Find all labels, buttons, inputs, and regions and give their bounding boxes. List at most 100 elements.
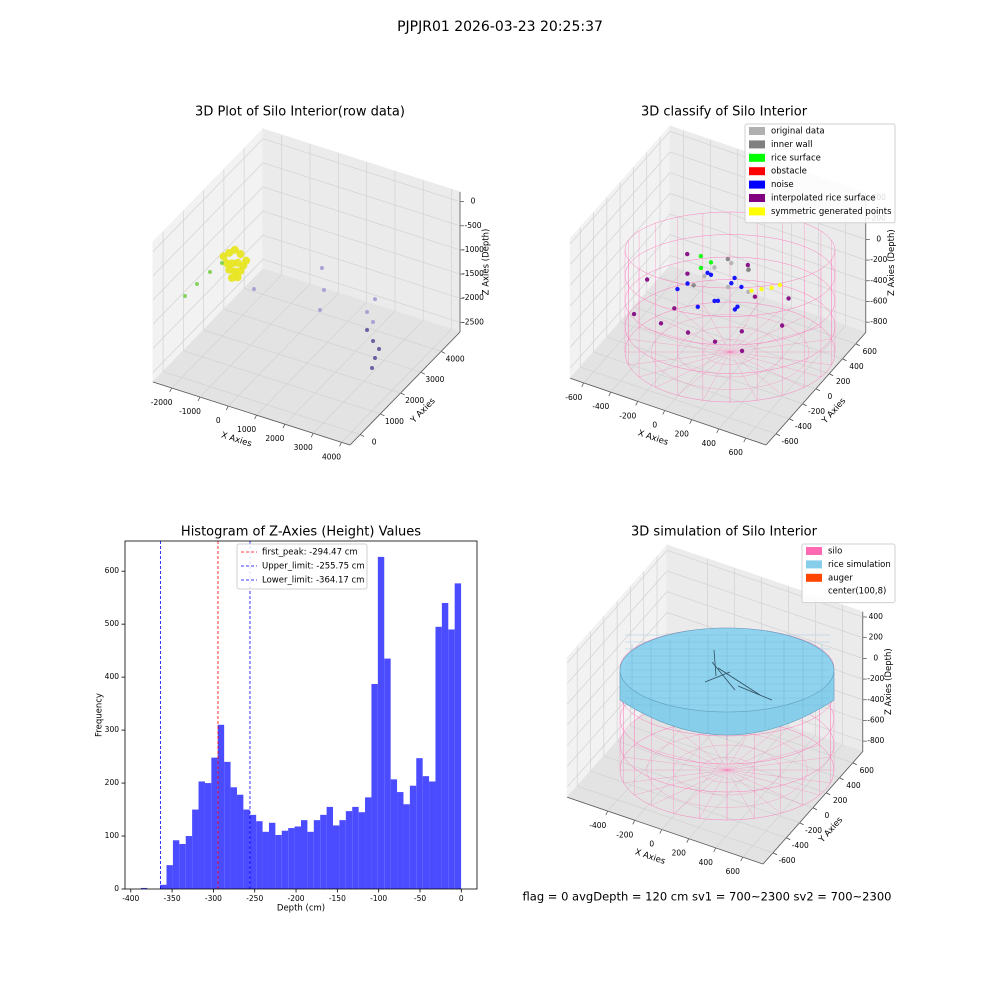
histogram-bar <box>352 806 359 889</box>
y-tick-label: 200 <box>105 778 120 787</box>
data-point <box>207 269 212 274</box>
x-tick <box>608 391 612 397</box>
z-tick-label: -500 <box>464 221 481 230</box>
x-tick-label: -400 <box>589 821 606 830</box>
data-point <box>749 288 754 293</box>
data-point <box>698 253 704 259</box>
legend-label: Upper_limit: -255.75 cm <box>262 562 365 572</box>
data-point <box>779 323 785 328</box>
z-tick-label: -400 <box>870 276 887 285</box>
histogram-bar <box>211 757 218 889</box>
histogram-bar <box>198 781 205 889</box>
legend-swatch <box>806 560 822 569</box>
y-tick <box>775 433 781 437</box>
z-tick-label: 200 <box>869 633 884 642</box>
data-point <box>365 310 370 315</box>
grid-line <box>603 755 800 824</box>
data-point <box>715 298 721 304</box>
data-point <box>373 356 378 361</box>
legend-label: symmetric generated points <box>771 207 892 217</box>
z-tick-label: -1500 <box>462 269 484 278</box>
legend-label: first_peak: -294.47 cm <box>262 548 358 558</box>
data-point <box>729 260 734 266</box>
histogram-bar <box>243 809 250 889</box>
auger-wire <box>713 649 717 677</box>
legend-label: auger <box>828 573 853 583</box>
z-tick-label: -600 <box>867 715 884 724</box>
z-axis-label: Z Axies (Depth) <box>887 229 897 296</box>
legend-box <box>236 543 368 590</box>
data-point <box>644 277 650 282</box>
data-point <box>672 306 677 311</box>
grid-line <box>284 310 396 425</box>
histogram-bar <box>365 797 372 889</box>
z-tick-label: -2500 <box>462 317 484 326</box>
data-point <box>685 251 690 257</box>
data-point <box>705 270 710 276</box>
silo-floor-ring <box>677 326 783 378</box>
grid-line <box>262 234 461 299</box>
footer-text: flag = 0 avgDepth = 120 cm sv1 = 700~230… <box>523 890 892 904</box>
data-point <box>365 327 370 332</box>
legend-label: rice simulation <box>828 560 891 570</box>
data-point <box>752 294 758 299</box>
y-tick-label: 400 <box>846 781 861 790</box>
legend-label: noise <box>771 180 794 190</box>
y-tick <box>440 351 446 354</box>
legend-label: original data <box>771 127 825 137</box>
data-point <box>377 347 382 352</box>
histogram-bar <box>249 814 257 889</box>
histogram-bar <box>416 758 423 889</box>
data-point <box>182 293 187 298</box>
grid-line <box>203 329 401 394</box>
histogram-bar <box>429 781 436 889</box>
y-tick-label: 3000 <box>425 375 444 384</box>
histogram-bar <box>422 776 430 889</box>
data-point <box>230 245 239 254</box>
data-point <box>675 286 680 292</box>
auger-wire <box>737 685 773 701</box>
axis-line <box>567 796 764 865</box>
x-tick <box>716 428 720 434</box>
z-tick-label: -200 <box>867 674 884 683</box>
x-tick <box>635 401 639 406</box>
legend-box <box>801 543 896 604</box>
legend-swatch <box>749 194 765 202</box>
x-tick-label: 200 <box>675 430 690 439</box>
legend-swatch <box>749 207 765 216</box>
z-tick-label: -800 <box>870 317 887 326</box>
axis-line <box>570 377 767 446</box>
z-tick-label: -1000 <box>462 245 484 254</box>
y-tick-label: 600 <box>863 347 878 356</box>
data-point <box>371 319 376 324</box>
y-tick-label: 4000 <box>446 354 465 363</box>
x-tick-label: 400 <box>702 439 717 448</box>
y-tick <box>359 434 365 437</box>
x-tick <box>740 856 744 862</box>
grid-line <box>569 255 671 369</box>
histogram-bar <box>448 629 455 889</box>
data-point <box>708 272 714 277</box>
y-tick <box>829 373 834 377</box>
data-point <box>685 281 690 286</box>
grid-line <box>199 283 311 398</box>
grid-line <box>262 259 461 323</box>
data-point <box>631 311 637 317</box>
grid-line <box>606 336 803 405</box>
y-tick <box>380 413 385 417</box>
histogram-bar <box>301 820 308 889</box>
panel-title: Histogram of Z-Axies (Height) Values <box>181 525 421 540</box>
grid-line <box>566 550 668 664</box>
y-tick-label: 400 <box>105 672 120 681</box>
y-tick <box>420 371 426 375</box>
data-point <box>729 281 734 286</box>
x-tick-label: 4000 <box>322 452 341 461</box>
y-tick-label: -600 <box>778 856 795 865</box>
y-axis-label: Frequency <box>95 693 105 737</box>
grid-line <box>580 366 777 435</box>
data-point <box>732 275 737 281</box>
x-tick <box>169 387 172 393</box>
x-tick-label: 0 <box>649 840 654 849</box>
grid-line <box>152 210 264 325</box>
